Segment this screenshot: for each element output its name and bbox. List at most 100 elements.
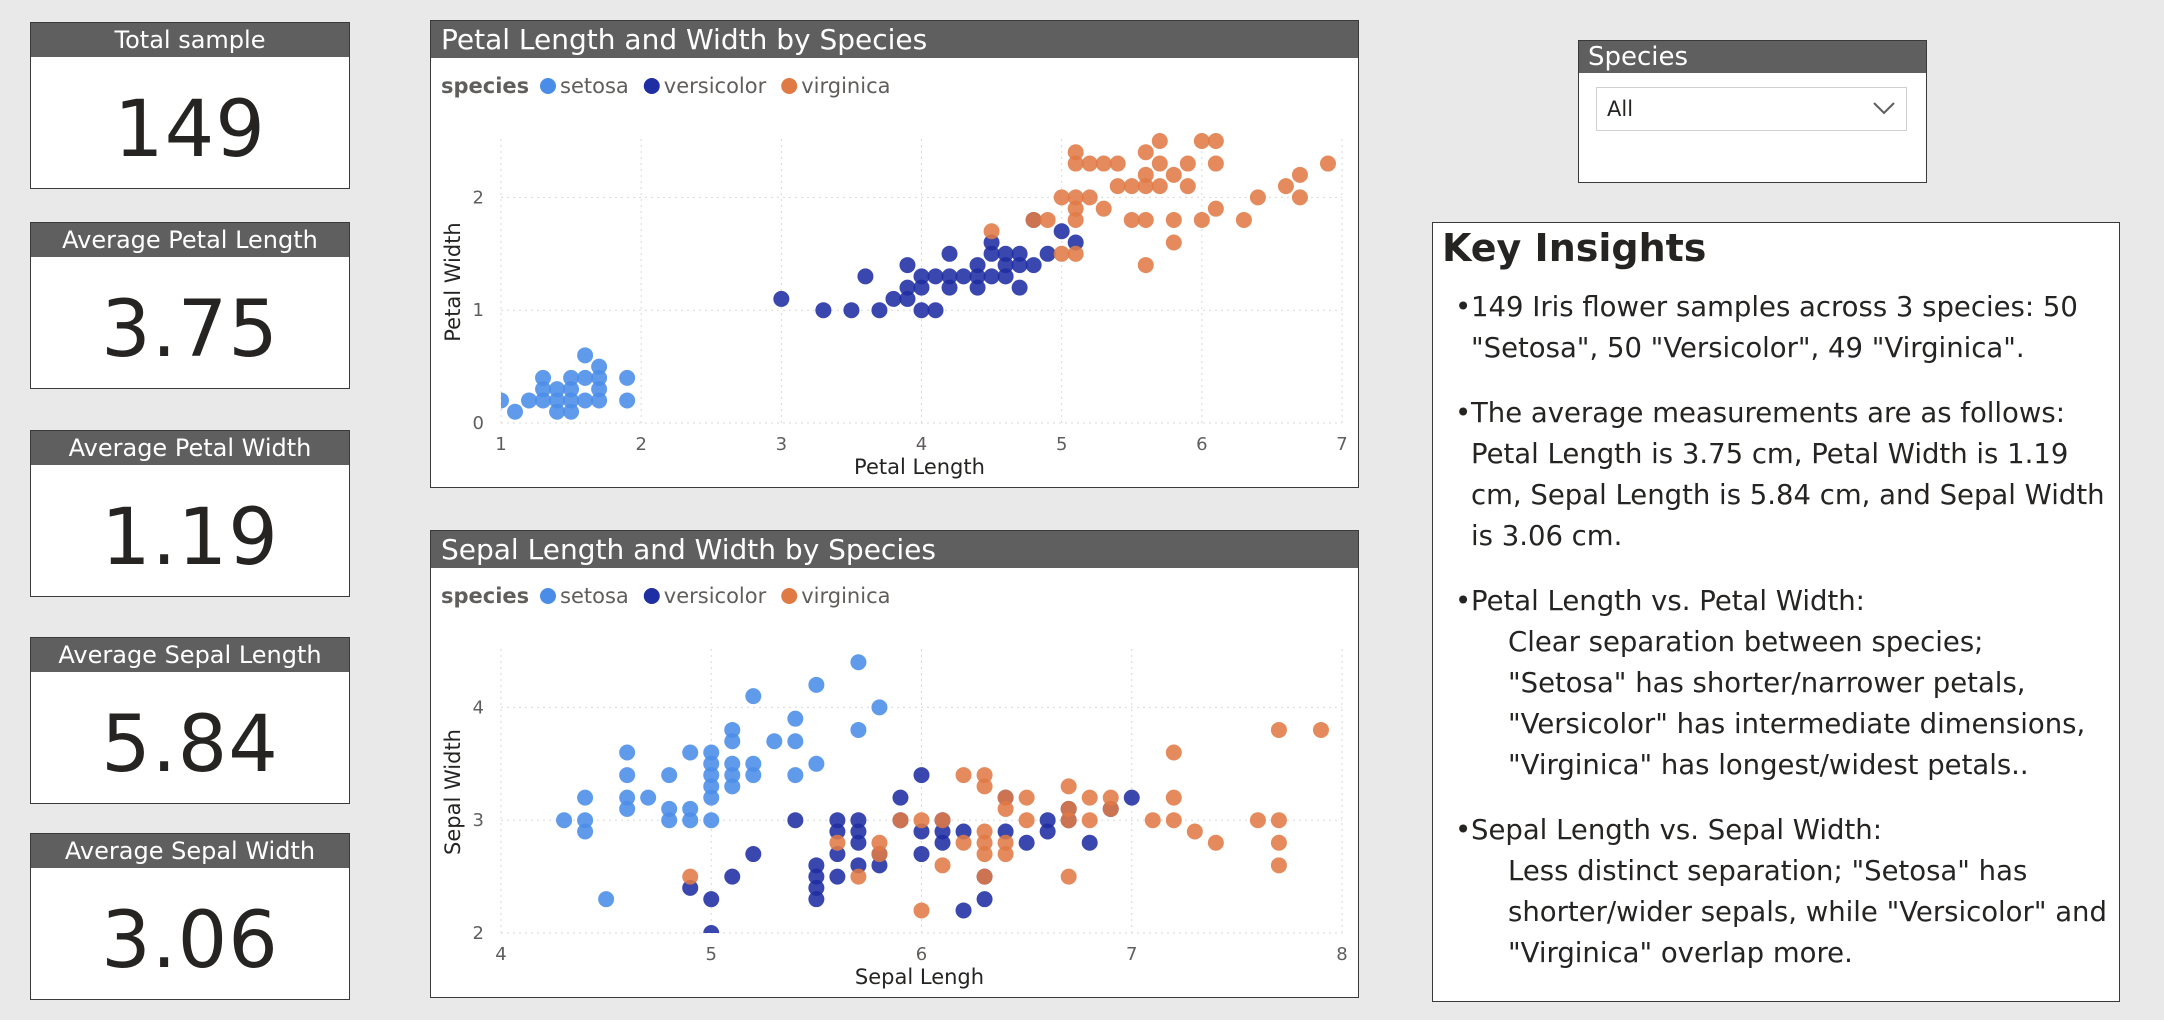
data-point-versicolor[interactable] [1081,834,1098,851]
data-point-virginica[interactable] [997,800,1014,817]
data-point-versicolor[interactable] [913,268,930,285]
data-point-setosa[interactable] [808,676,825,693]
data-point-virginica[interactable] [1081,189,1098,206]
data-point-virginica[interactable] [913,902,930,919]
data-point-virginica[interactable] [1109,178,1126,195]
data-point-versicolor[interactable] [997,268,1014,285]
data-point-setosa[interactable] [556,812,573,829]
data-point-virginica[interactable] [1067,245,1084,262]
data-point-virginica[interactable] [1270,721,1287,738]
data-point-virginica[interactable] [997,846,1014,863]
data-point-virginica[interactable] [1207,200,1224,217]
data-point-setosa[interactable] [703,778,720,795]
data-point-setosa[interactable] [661,812,678,829]
data-point-versicolor[interactable] [1011,257,1028,274]
data-point-virginica[interactable] [1270,812,1287,829]
data-point-versicolor[interactable] [1039,823,1056,840]
data-point-setosa[interactable] [703,812,720,829]
data-point-versicolor[interactable] [808,891,825,908]
data-point-setosa[interactable] [724,778,741,795]
data-point-virginica[interactable] [976,778,993,795]
data-point-virginica[interactable] [1319,155,1336,172]
data-point-virginica[interactable] [1102,789,1119,806]
data-point-versicolor[interactable] [913,767,930,784]
data-point-virginica[interactable] [1095,200,1112,217]
data-point-versicolor[interactable] [892,789,909,806]
data-point-virginica[interactable] [1039,211,1056,228]
data-point-virginica[interactable] [1123,211,1140,228]
data-point-versicolor[interactable] [927,302,944,319]
data-point-virginica[interactable] [1291,189,1308,206]
data-point-virginica[interactable] [1067,155,1084,172]
data-point-versicolor[interactable] [829,846,846,863]
data-point-setosa[interactable] [591,369,608,386]
data-point-setosa[interactable] [521,392,538,409]
data-point-virginica[interactable] [1165,166,1182,183]
data-point-setosa[interactable] [703,755,720,772]
data-point-versicolor[interactable] [843,302,860,319]
data-point-versicolor[interactable] [871,302,888,319]
data-point-virginica[interactable] [1060,800,1077,817]
data-point-virginica[interactable] [1109,155,1126,172]
data-point-setosa[interactable] [703,789,720,806]
data-point-virginica[interactable] [1018,789,1035,806]
data-point-virginica[interactable] [1095,155,1112,172]
data-point-setosa[interactable] [591,358,608,375]
data-point-versicolor[interactable] [829,823,846,840]
data-point-versicolor[interactable] [850,857,867,874]
data-point-virginica[interactable] [1277,178,1294,195]
data-point-setosa[interactable] [682,800,699,817]
data-point-versicolor[interactable] [955,902,972,919]
data-point-setosa[interactable] [850,721,867,738]
data-point-setosa[interactable] [661,800,678,817]
data-point-versicolor[interactable] [1053,223,1070,240]
data-point-virginica[interactable] [1207,155,1224,172]
data-point-virginica[interactable] [1165,234,1182,251]
data-point-versicolor[interactable] [850,823,867,840]
legend-item[interactable]: versicolor [664,584,767,608]
data-point-setosa[interactable] [591,381,608,398]
data-point-versicolor[interactable] [815,302,832,319]
data-point-versicolor[interactable] [899,257,916,274]
data-point-virginica[interactable] [1193,211,1210,228]
legend-item[interactable]: virginica [801,74,890,98]
data-point-versicolor[interactable] [969,257,986,274]
data-point-versicolor[interactable] [682,879,699,896]
data-point-setosa[interactable] [598,891,615,908]
data-point-setosa[interactable] [507,403,524,420]
data-point-versicolor[interactable] [829,868,846,885]
data-point-setosa[interactable] [745,755,762,772]
data-point-setosa[interactable] [619,789,636,806]
data-point-versicolor[interactable] [1025,257,1042,274]
data-point-versicolor[interactable] [997,257,1014,274]
data-point-setosa[interactable] [640,789,657,806]
data-point-virginica[interactable] [983,223,1000,240]
data-point-virginica[interactable] [1165,211,1182,228]
data-point-virginica[interactable] [1207,133,1224,149]
data-point-setosa[interactable] [535,369,552,386]
data-point-virginica[interactable] [1137,178,1154,195]
data-point-virginica[interactable] [1067,211,1084,228]
data-point-setosa[interactable] [577,347,594,364]
data-point-versicolor[interactable] [1039,812,1056,829]
data-point-virginica[interactable] [892,812,909,829]
data-point-virginica[interactable] [997,789,1014,806]
data-point-setosa[interactable] [703,744,720,761]
data-point-virginica[interactable] [1137,144,1154,161]
data-point-setosa[interactable] [535,381,552,398]
data-point-versicolor[interactable] [1011,245,1028,262]
data-point-setosa[interactable] [787,767,804,784]
data-point-virginica[interactable] [955,767,972,784]
data-point-setosa[interactable] [563,381,580,398]
data-point-virginica[interactable] [1018,812,1035,829]
data-point-virginica[interactable] [1123,178,1140,195]
data-point-virginica[interactable] [1060,778,1077,795]
data-point-virginica[interactable] [871,834,888,851]
data-point-versicolor[interactable] [787,812,804,829]
data-point-setosa[interactable] [724,767,741,784]
data-point-setosa[interactable] [535,392,552,409]
data-point-versicolor[interactable] [1067,234,1084,251]
data-point-setosa[interactable] [871,699,888,716]
data-point-virginica[interactable] [1137,166,1154,183]
data-point-versicolor[interactable] [703,891,720,908]
